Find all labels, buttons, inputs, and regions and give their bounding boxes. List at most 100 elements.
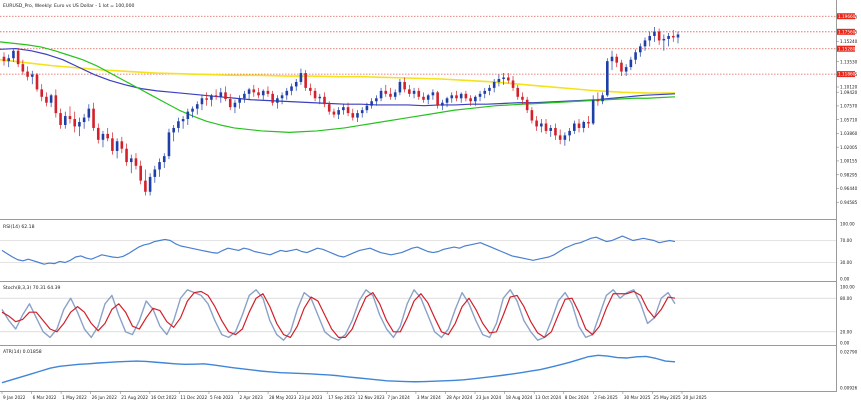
candle-body-61 — [290, 86, 293, 91]
candle-body-63 — [299, 73, 303, 82]
price-tick-label-6: 1.09420 — [840, 90, 858, 95]
stoch-axis-ticks: 100.00 80.00 20.00 0.00 — [840, 285, 855, 346]
candle-body-83 — [393, 92, 397, 97]
candle-body-9 — [45, 96, 48, 103]
candle-body-87 — [412, 90, 416, 94]
candle-body-102 — [483, 90, 487, 94]
candle-body-6 — [30, 74, 34, 77]
candle-body-120 — [568, 130, 571, 136]
candle-body-33 — [158, 162, 161, 170]
candle-body-26 — [125, 148, 128, 163]
candle-body-20 — [96, 127, 100, 140]
time-tick-label-19: 8 Dec 2024 — [565, 395, 589, 400]
time-tick-label-16: 23 Jun 2024 — [476, 395, 502, 400]
price-tick-label-7: 1.07570 — [840, 104, 858, 109]
price-tick-label-12: 0.98295 — [840, 172, 858, 177]
candle-body-70 — [332, 111, 336, 115]
rsi-levels — [0, 240, 836, 263]
candle-body-109 — [516, 87, 520, 97]
rsi-line — [1, 235, 676, 265]
candle-body-59 — [280, 95, 284, 99]
candle-body-0 — [2, 56, 6, 62]
candle-body-44 — [210, 95, 213, 100]
price-tick-label-14: 0.94585 — [840, 200, 858, 205]
candle-body-68 — [323, 96, 326, 105]
candle-body-115 — [544, 123, 548, 131]
candle-body-13 — [63, 116, 67, 125]
candle-body-5 — [26, 71, 29, 77]
stochastic-panel: Stoch(8,3,3) 70.31 64.39 100.00 80.00 20.0… — [0, 285, 855, 346]
candle-body-66 — [313, 90, 317, 99]
candle-body-35 — [167, 132, 171, 157]
rsi-polyline — [1, 235, 676, 265]
time-tick-label-10: 23 Jul 2023 — [299, 395, 323, 400]
atr-tick-label-0: 0.02790 — [840, 350, 858, 355]
candle-body-39 — [186, 111, 190, 120]
candle-body-57 — [271, 93, 274, 103]
candle-body-8 — [40, 89, 44, 97]
time-tick-label-11: 17 Sep 2023 — [328, 395, 355, 400]
candle-body-96 — [455, 95, 458, 99]
price-axis-ticks: 1.186551.169451.152401.135301.118251.101… — [836, 15, 858, 205]
candle-body-51 — [243, 93, 246, 99]
candle-body-4 — [21, 64, 25, 72]
candle-body-79 — [375, 98, 378, 102]
candle-body-104 — [492, 81, 496, 88]
dotted-level-lines — [0, 15, 836, 75]
candle-body-136 — [643, 40, 647, 47]
candle-body-98 — [464, 93, 468, 99]
candle-body-2 — [12, 50, 15, 59]
candle-body-71 — [337, 110, 340, 115]
candle-body-46 — [219, 92, 223, 97]
candle-body-49 — [233, 102, 237, 108]
time-tick-label-4: 21 Aug 2022 — [121, 395, 148, 400]
price-level-label-2: 1.15280 — [838, 46, 856, 51]
candle-body-95 — [450, 95, 454, 99]
candle-body-142 — [671, 35, 675, 38]
candle-body-28 — [134, 158, 138, 166]
rsi-tick-label-2: 30.00 — [840, 260, 852, 265]
price-tick-label-11: 1.00155 — [840, 159, 858, 164]
atr-line — [1, 354, 676, 384]
atr-panel: ATR(14) 0.01858 0.02790 0.00926 — [0, 349, 858, 392]
candle-body-103 — [488, 87, 491, 91]
price-level-label-1: 1.17560 — [838, 29, 856, 34]
moving-average-lines — [0, 41, 676, 133]
time-axis: 9 Jan 2022 6 Mar 2022 1 May 2022 26 Jun 202… — [1, 391, 707, 400]
candle-body-113 — [535, 120, 538, 127]
candle-body-117 — [554, 127, 557, 136]
time-tick-label-6: 11 Dec 2022 — [180, 395, 207, 400]
candle-body-25 — [120, 141, 124, 149]
candle-body-48 — [228, 99, 232, 108]
time-tick-label-2: 1 May 2022 — [62, 395, 87, 400]
stoch-label: Stoch(8,3,3) 70.31 64.39 — [3, 285, 61, 291]
stoch-tick-label-3: 0.00 — [840, 341, 850, 346]
atr-axis-ticks: 0.02790 0.00926 — [840, 350, 858, 391]
candle-body-55 — [261, 90, 265, 96]
price-level-labels: 1.19660 1.17560 1.15280 1.11860 — [837, 13, 856, 78]
candle-body-88 — [417, 90, 421, 97]
candle-body-47 — [224, 92, 227, 100]
stoch-tick-label-2: 20.00 — [840, 329, 852, 334]
candle-body-85 — [403, 81, 406, 90]
candle-body-43 — [205, 98, 208, 100]
rsi-tick-label-3: 0.00 — [840, 277, 850, 282]
candle-body-133 — [629, 59, 633, 68]
candle-body-134 — [634, 52, 637, 60]
candle-body-22 — [106, 133, 109, 139]
candle-body-126 — [596, 99, 600, 102]
candle-body-65 — [309, 87, 312, 91]
candle-body-77 — [365, 105, 369, 111]
candle-body-86 — [408, 89, 411, 94]
time-tick-label-1: 6 Mar 2022 — [33, 395, 57, 400]
candle-body-16 — [78, 122, 81, 127]
price-level-label-0: 1.19660 — [838, 14, 856, 19]
candle-body-54 — [257, 92, 260, 96]
candle-body-52 — [247, 89, 251, 94]
atr-label: ATR(14) 0.01858 — [3, 349, 42, 355]
candle-body-34 — [162, 156, 166, 163]
candle-body-64 — [304, 73, 307, 88]
stoch-tick-label-1: 80.00 — [840, 296, 852, 301]
candle-body-14 — [68, 116, 72, 120]
